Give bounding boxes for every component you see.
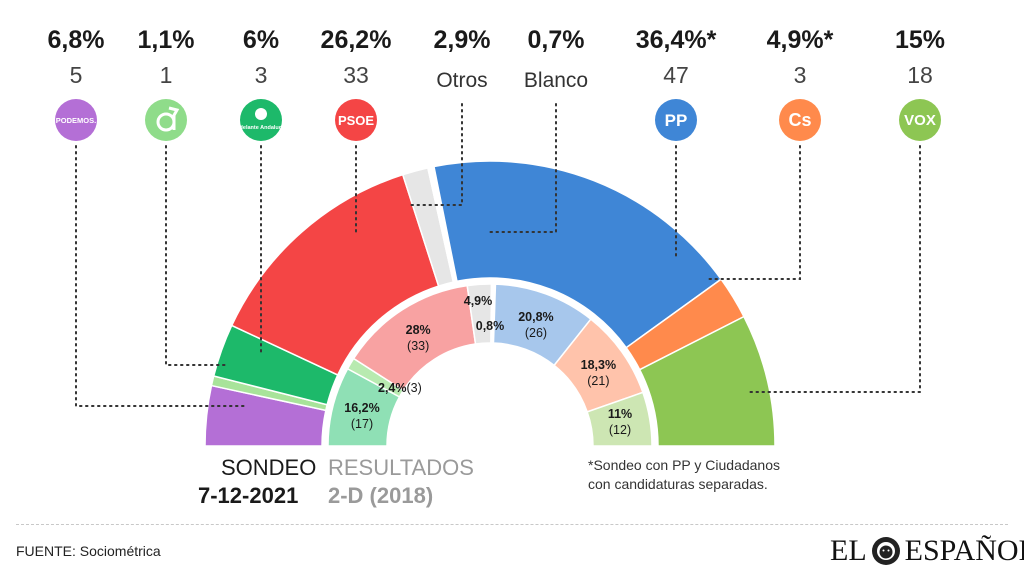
seats-label-vox: 18 xyxy=(907,62,933,88)
pct-label-pp: 36,4%* xyxy=(636,26,717,54)
logo-andaluces-icon xyxy=(145,99,187,141)
brand-logo: EL ESPAÑOL xyxy=(830,532,1024,570)
logo-bg xyxy=(655,99,697,141)
footnote-line-2: con candidaturas separadas. xyxy=(588,476,768,492)
logo-podemos-icon: PODEMOS. xyxy=(55,99,97,141)
logo-bg xyxy=(779,99,821,141)
inner-seats: (3) xyxy=(407,381,422,395)
brand-text-right: ESPAÑOL xyxy=(904,534,1024,567)
pct-label-vox: 15% xyxy=(895,26,945,54)
inner-label-adelante-andaluc-a: 16,2% (17) xyxy=(344,401,379,431)
pct-label-blanco: 0,7% xyxy=(528,26,585,54)
party-logos: PODEMOS. Adelante Andalucía PSOE PP Cs VOX xyxy=(55,99,941,141)
pct-label-ciudadanos: 4,9%* xyxy=(767,26,834,54)
logo-vox-icon: VOX xyxy=(899,99,941,141)
seats-label-otros: Otros xyxy=(436,69,487,92)
logo-text: Cs xyxy=(788,110,811,130)
logo-psoe-icon: PSOE xyxy=(335,99,377,141)
inner-seats: (21) xyxy=(587,374,609,388)
leader-otros xyxy=(409,103,463,206)
logo-text: PODEMOS. xyxy=(56,116,96,125)
seats-label-ciudadanos: 3 xyxy=(794,62,807,88)
footnote-line-1: *Sondeo con PP y Ciudadanos xyxy=(588,457,780,473)
leader-ciudadanos xyxy=(705,145,801,280)
leader-andaluces xyxy=(165,145,227,366)
inner-label-otros: 4,9% xyxy=(464,294,493,308)
logo-text: PSOE xyxy=(338,113,374,128)
leader-podemos xyxy=(75,145,247,407)
inner-pct: 18,3% xyxy=(581,358,616,372)
sondeo-date: 7-12-2021 xyxy=(198,483,298,508)
party-header-labels: 6,8% 5 1,1% 1 6% 3 26,2% 33 2,9% Otros 0,7% Blanco 3… xyxy=(48,26,946,92)
inner-label-ciudadanos: 18,3% (21) xyxy=(581,358,616,388)
inner-pct: 4,9% xyxy=(464,294,493,308)
inner-label-psoe: 28% (33) xyxy=(406,323,431,353)
seats-label-blanco: Blanco xyxy=(524,69,588,92)
logo-bg xyxy=(335,99,377,141)
inner-seats: (12) xyxy=(609,423,631,437)
inner-seats: (17) xyxy=(351,417,373,431)
inner-label-blanco: 0,8% xyxy=(476,319,505,333)
inner-seats: (26) xyxy=(525,326,547,340)
inner-pct: 20,8% xyxy=(518,310,553,324)
pct-label-podemos: 6,8% xyxy=(48,26,105,54)
logo-text: Adelante Andalucía xyxy=(236,125,288,131)
inner-slice-vox xyxy=(586,391,653,447)
sondeo-title: SONDEO xyxy=(221,455,316,480)
outer-slice-vox xyxy=(638,315,776,447)
logo-bg xyxy=(899,99,941,141)
inner-pct: 2,4% xyxy=(378,381,407,395)
logo-ciudadanos-icon: Cs xyxy=(779,99,821,141)
logo-text: VOX xyxy=(904,112,936,129)
pct-label-psoe: 26,2% xyxy=(321,26,392,54)
pct-label-andaluces: 1,1% xyxy=(138,26,195,54)
pct-label-otros: 2,9% xyxy=(434,26,491,54)
seats-label-pp: 47 xyxy=(663,62,689,88)
inner-label-pp: 20,8% (26) xyxy=(518,310,553,340)
inner-ring-resultados xyxy=(327,283,653,447)
inner-pct: 16,2% xyxy=(344,401,379,415)
inner-label-vox: 11% (12) xyxy=(608,407,632,437)
resultados-title: RESULTADOS xyxy=(328,455,474,480)
outer-ring-sondeo xyxy=(204,160,776,447)
logo-adelante-andaluc-a-icon: Adelante Andalucía xyxy=(236,99,288,141)
logo-text: PP xyxy=(665,111,688,130)
footer-divider xyxy=(16,524,1008,525)
source-note: FUENTE: Sociométrica xyxy=(16,543,161,559)
logo-bg xyxy=(55,99,97,141)
inner-ring-labels: 16,2% (17) 2,4%(3) 28% (33) 4,9% 0,8% 20,8% (26)… xyxy=(344,294,632,437)
logo-bg xyxy=(145,99,187,141)
pct-label-adelante-andaluc-a: 6% xyxy=(243,26,279,54)
leader-lines xyxy=(75,103,921,407)
inner-pct: 28% xyxy=(406,323,431,337)
inner-pct: 0,8% xyxy=(476,319,505,333)
seats-label-adelante-andaluc-a: 3 xyxy=(255,62,268,88)
inner-pct: 11% xyxy=(608,407,632,421)
outer-slice-pp xyxy=(433,160,723,349)
seats-label-andaluces: 1 xyxy=(160,62,173,88)
seats-label-podemos: 5 xyxy=(70,62,83,88)
leader-vox xyxy=(749,145,921,393)
resultados-date: 2-D (2018) xyxy=(328,483,433,508)
lion-icon xyxy=(870,535,902,567)
brand-text-left: EL xyxy=(830,534,867,567)
logo-mark xyxy=(255,108,267,120)
inner-seats: (33) xyxy=(407,339,429,353)
logo-arrow xyxy=(168,106,180,118)
inner-label-otros: 2,4%(3) xyxy=(378,381,422,395)
logo-pp-icon: PP xyxy=(655,99,697,141)
seats-label-psoe: 33 xyxy=(343,62,369,88)
leader-blanco xyxy=(489,103,557,233)
